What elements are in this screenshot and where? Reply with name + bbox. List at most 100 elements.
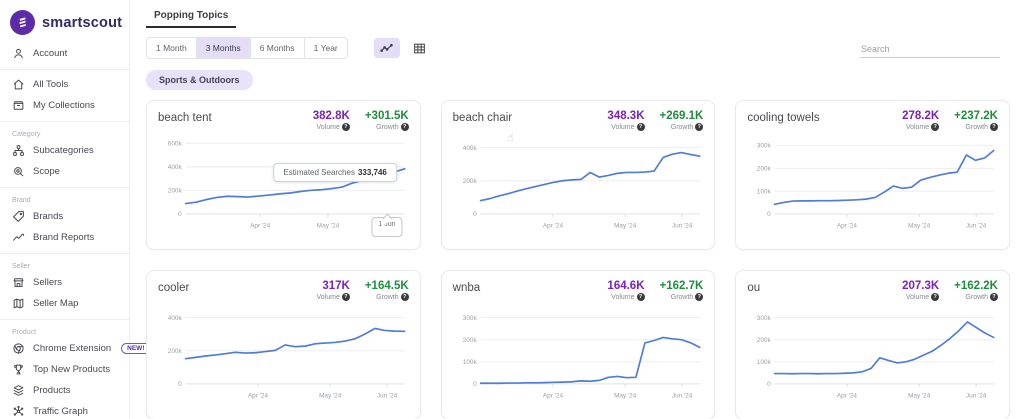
sidebar-item-label: My Collections	[33, 100, 95, 111]
topic-title: cooler	[158, 282, 190, 294]
sidebar-item-brands[interactable]: Brands	[0, 206, 129, 227]
y-tick-label: 0	[178, 381, 182, 388]
range-button-3-months[interactable]: 3 Months	[196, 37, 251, 59]
hierarchy-icon	[12, 144, 25, 157]
help-icon[interactable]: ?	[400, 293, 409, 301]
card-metrics: 317K Volume ? +164.5K Growth ?	[316, 280, 409, 301]
y-tick-label: 100k	[757, 359, 772, 366]
help-icon[interactable]: ?	[695, 123, 704, 131]
growth-value: +162.2K	[954, 280, 998, 292]
line-chart[interactable]: 400k 200k 0 Apr '24 May '24 Jun '24	[453, 133, 704, 236]
brand-logo[interactable]: smartscout	[0, 8, 129, 43]
help-icon[interactable]: ?	[989, 123, 998, 131]
topic-card-ou: ou 207.3K Volume ? +162.2K Growth ?	[735, 270, 1010, 419]
sidebar-item-scope[interactable]: Scope	[0, 161, 129, 182]
search-input[interactable]	[860, 40, 1000, 58]
sidebar-item-traffic-graph[interactable]: Traffic Graph	[0, 401, 129, 419]
x-tick-label: Jun '24	[672, 223, 693, 230]
topic-title: ou	[747, 282, 761, 294]
volume-label: Volume	[316, 293, 340, 301]
tag-icon	[12, 210, 25, 223]
sidebar-item-seller-map[interactable]: Seller Map	[0, 293, 129, 314]
sidebar: smartscout Account All Tools My Collection…	[0, 0, 151, 419]
line-chart[interactable]: 300k 200k 100k 0 Apr '24 May '24 Jun '24	[453, 303, 704, 406]
sidebar-item-my-collections[interactable]: My Collections	[0, 95, 129, 116]
help-icon[interactable]: ?	[341, 293, 350, 301]
line-chart-view-button[interactable]	[373, 38, 400, 58]
map-icon	[12, 297, 25, 310]
mouse-cursor-hand-icon: ☝	[507, 131, 514, 144]
y-tick-label: 0	[767, 211, 771, 218]
y-tick-label: 0	[473, 381, 477, 388]
growth-metric: +269.1K Growth ?	[660, 110, 704, 131]
range-button-6-months[interactable]: 6 Months	[250, 37, 305, 59]
sidebar-group: Seller Sellers Seller Map	[0, 253, 129, 314]
line-chart[interactable]: 400k 200k 0 Apr '24 May '24 Jun '24	[158, 303, 409, 406]
axis-date-marker: 1 Jun	[371, 217, 403, 237]
sidebar-item-label: Brand Reports	[33, 232, 95, 243]
growth-value: +301.5K	[364, 110, 409, 122]
help-icon[interactable]: ?	[931, 123, 940, 131]
layers-icon	[12, 384, 25, 397]
x-tick-label: May '24	[319, 393, 342, 400]
volume-label: Volume	[611, 293, 635, 301]
sidebar-item-subcategories[interactable]: Subcategories	[0, 140, 129, 161]
view-toggle-group	[373, 38, 433, 58]
table-view-button[interactable]	[407, 38, 433, 58]
card-metrics: 382.8K Volume ? +301.5K Growth ?	[313, 110, 409, 131]
volume-value: 348.3K	[607, 110, 645, 122]
data-line	[479, 336, 701, 385]
range-button-1-month[interactable]: 1 Month	[146, 37, 197, 59]
help-icon[interactable]: ?	[989, 293, 998, 301]
volume-metric: 382.8K Volume ?	[313, 110, 350, 131]
card-header: cooler 317K Volume ? +164.5K Growth ?	[158, 280, 409, 301]
help-icon[interactable]: ?	[636, 293, 645, 301]
controls-row: 1 Month 3 Months 6 Months 1 Year	[146, 37, 1010, 59]
sidebar-section-label-seller: Seller	[12, 263, 30, 270]
line-chart[interactable]: 300k 200k 100k 0 Apr '24 May '24 Jun '24	[747, 303, 998, 406]
help-icon[interactable]: ?	[341, 123, 350, 131]
search-box	[860, 39, 1000, 58]
sidebar-item-brand-reports[interactable]: Brand Reports	[0, 227, 129, 248]
help-icon[interactable]: ?	[400, 123, 409, 131]
help-icon[interactable]: ?	[931, 293, 940, 301]
chrome-icon	[12, 342, 25, 355]
volume-label: Volume	[611, 123, 635, 131]
x-tick-label: May '24	[908, 223, 931, 230]
volume-value: 317K	[322, 280, 350, 292]
chart-box: 300k 200k 100k 0 Apr '24 May '24 Jun '24	[453, 303, 704, 406]
growth-metric: +237.2K Growth ?	[954, 110, 998, 131]
category-chip[interactable]: Sports & Outdoors	[146, 70, 253, 90]
topic-title: cooling towels	[747, 112, 820, 124]
y-tick-label: 300k	[462, 315, 477, 322]
chart-box: 400k 200k 0 Apr '24 May '24 Jun '24	[453, 133, 704, 236]
volume-metric: 317K Volume ?	[316, 280, 350, 301]
network-icon	[12, 405, 25, 418]
sidebar-item-label: Chrome Extension	[33, 343, 112, 354]
home-icon	[12, 78, 25, 91]
volume-label: Volume	[905, 123, 930, 131]
sidebar-item-account[interactable]: Account	[0, 43, 129, 64]
x-tick-label: May '24	[614, 223, 637, 230]
sidebar-item-all-tools[interactable]: All Tools	[0, 74, 129, 95]
growth-value: +164.5K	[364, 280, 409, 292]
range-button-1-year[interactable]: 1 Year	[304, 37, 348, 59]
x-tick-label: Jun '24	[377, 393, 398, 400]
growth-value: +162.7K	[659, 280, 704, 292]
help-icon[interactable]: ?	[636, 123, 645, 131]
x-tick-label: Jun '24	[966, 223, 987, 230]
sidebar-item-sellers[interactable]: Sellers	[0, 272, 129, 293]
growth-value: +269.1K	[659, 110, 704, 122]
topic-title: beach chair	[452, 112, 513, 124]
help-icon[interactable]: ?	[695, 293, 704, 301]
line-chart[interactable]: 300k 200k 100k 0 Apr '24 May '24 Jun '24	[747, 133, 998, 236]
growth-label: Growth	[965, 293, 988, 301]
sidebar-item-products[interactable]: Products	[0, 380, 129, 401]
chart-tooltip: Estimated Searches 333,746	[273, 163, 397, 182]
sidebar-item-top-new-products[interactable]: Top New Products	[0, 359, 129, 380]
trend-line-icon	[12, 231, 25, 244]
x-tick-label: Apr '24	[248, 393, 269, 400]
tab-popping-topics[interactable]: Popping Topics	[146, 6, 237, 28]
sidebar-item-chrome-extension[interactable]: Chrome Extension NEW!	[0, 338, 151, 359]
